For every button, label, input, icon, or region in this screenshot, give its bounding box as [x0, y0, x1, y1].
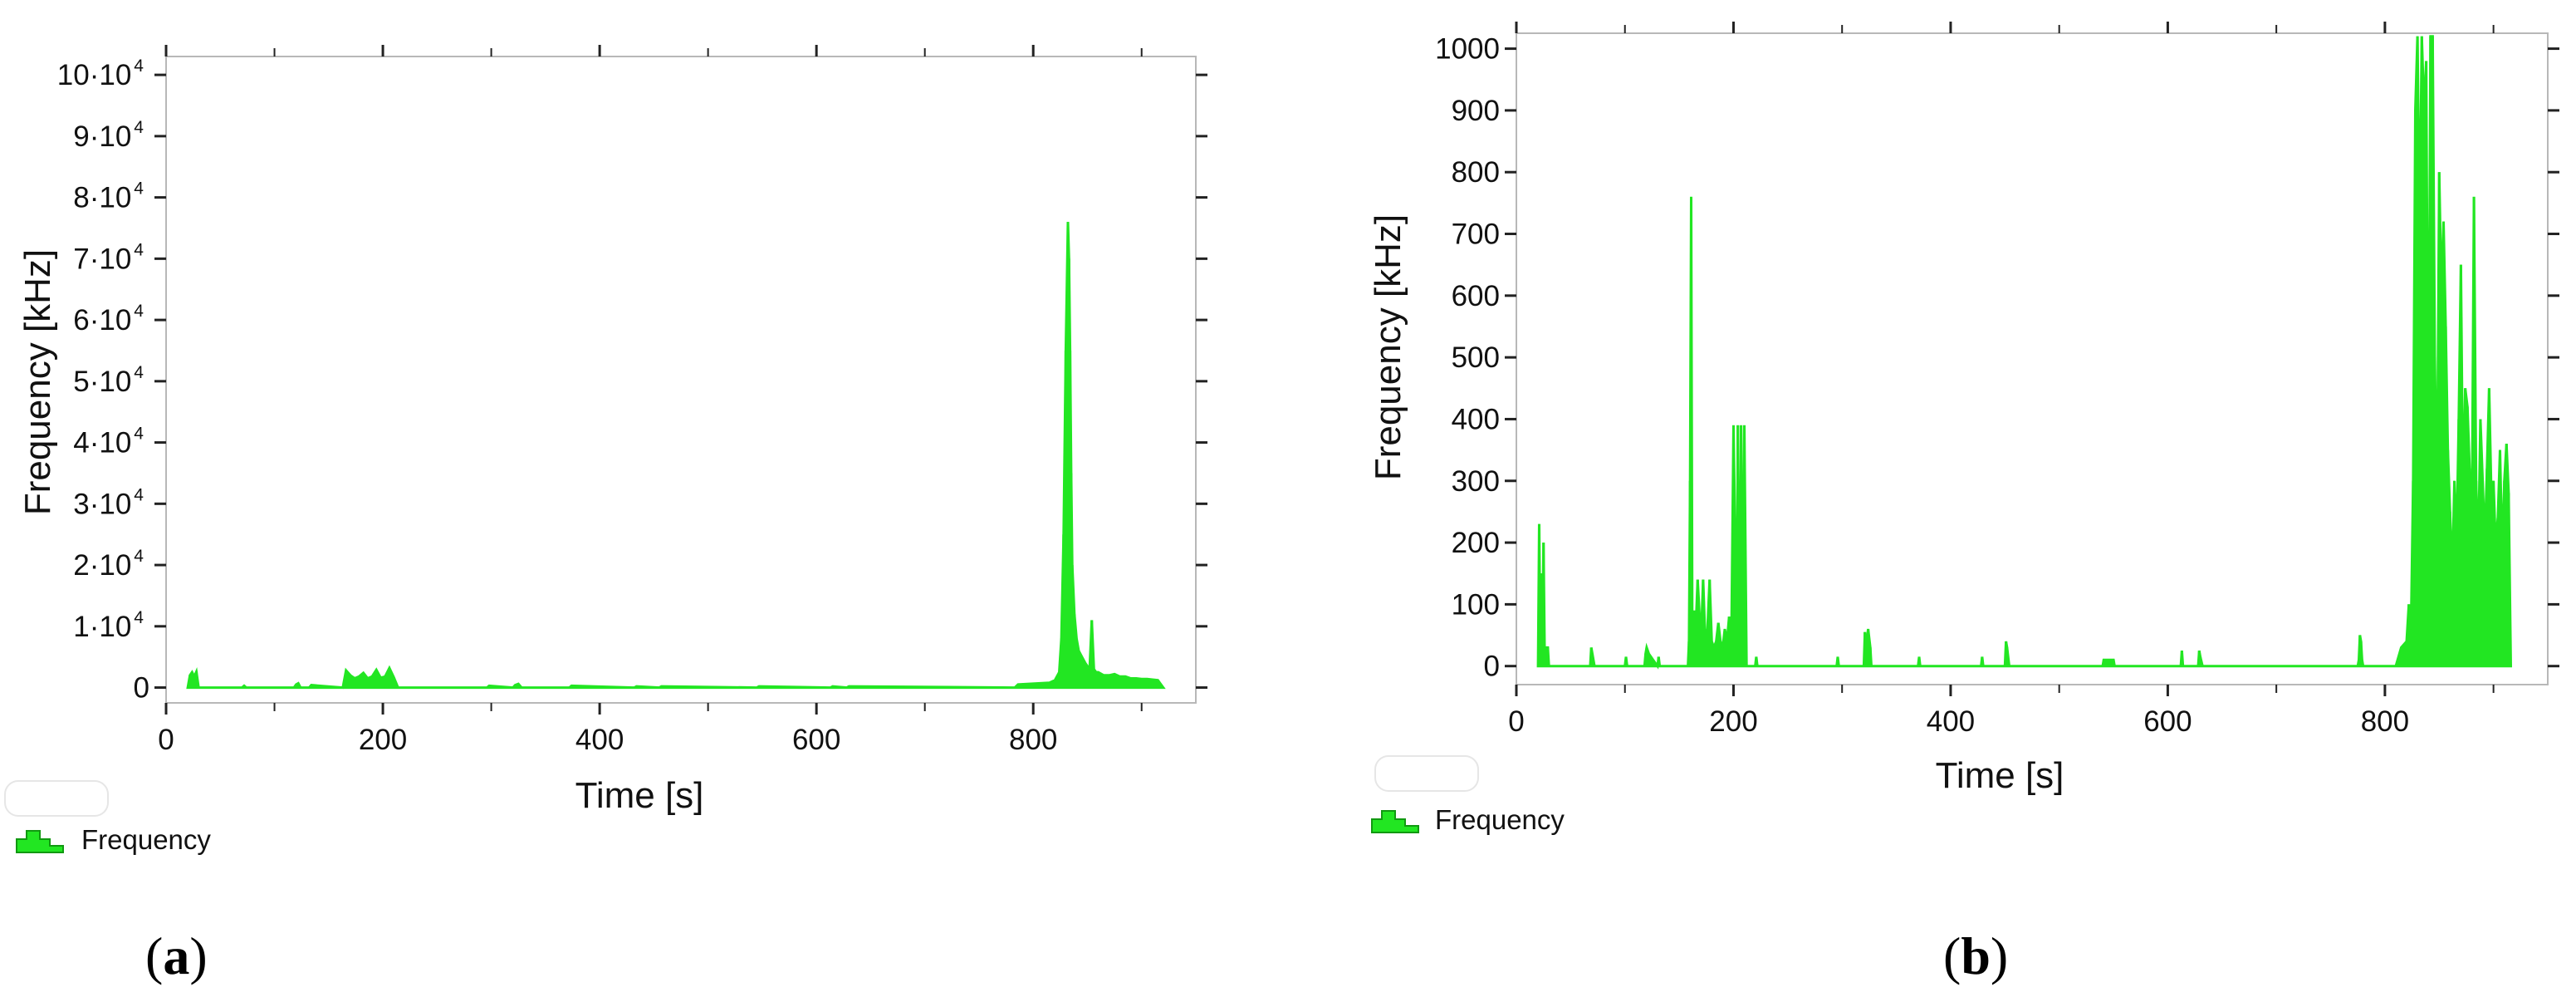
- panel-letter-b: b: [1961, 926, 1991, 985]
- y-axis-title: Frequency [kHz]: [17, 249, 58, 515]
- x-tick-label: 200: [1709, 705, 1757, 738]
- panel-label-b: (b): [1943, 926, 2008, 985]
- y-tick-label: 1000: [1435, 33, 1500, 66]
- panel-label-a: (a): [145, 926, 208, 985]
- x-axis-title: Time [s]: [575, 775, 704, 816]
- legend-b: Frequency: [1371, 804, 1565, 835]
- legend-label: Frequency: [81, 824, 211, 855]
- x-tick-label: 0: [1508, 705, 1524, 738]
- y-tick-label: 300: [1452, 465, 1500, 498]
- y-tick-label: 2·10 4: [73, 547, 149, 582]
- y-tick-label: 800: [1452, 156, 1500, 189]
- legend-swatch-icon: [16, 830, 64, 853]
- legend-swatch-icon: [1371, 810, 1419, 833]
- y-tick-label: 9·10 4: [73, 118, 149, 153]
- y-tick-label: 500: [1452, 341, 1500, 374]
- chart-b: 0 200 400 600 800 0 100 200 300 400 500 600 700 800 90…: [1368, 22, 2559, 796]
- legend-label: Frequency: [1435, 804, 1565, 835]
- x-tick-label: 400: [1927, 705, 1975, 738]
- chart-a: 0 200 400 600 800 0 1·10 4 2·10 4 3·10 4 4·10 4 5·…: [17, 45, 1207, 816]
- y-tick-label: 900: [1452, 95, 1500, 127]
- x-tick-label: 600: [792, 724, 840, 756]
- x-tick-label: 200: [359, 724, 407, 756]
- plot-frame: [1516, 32, 2549, 685]
- panel-letter-a: a: [163, 926, 189, 985]
- series-area: [1536, 35, 2513, 670]
- x-tick-label: 800: [1009, 724, 1057, 756]
- y-tick-label: 400: [1452, 403, 1500, 435]
- series-area: [186, 222, 1166, 690]
- y-tick-label: 200: [1452, 527, 1500, 559]
- x-axis-title: Time [s]: [1936, 755, 2064, 796]
- y-tick-label: 7·10 4: [73, 240, 149, 275]
- y-tick-label: 0: [1484, 651, 1500, 683]
- y-tick-label: 700: [1452, 219, 1500, 251]
- y-tick-label: 0: [134, 672, 149, 705]
- y-tick-label: 4·10 4: [73, 425, 149, 459]
- y-tick-label: 10·10 4: [57, 56, 149, 91]
- x-tick-label: 400: [575, 724, 624, 756]
- y-tick-label: 600: [1452, 280, 1500, 312]
- y-tick-label: 5·10 4: [73, 363, 149, 398]
- y-tick-label: 6·10 4: [73, 302, 149, 336]
- y-tick-label: 8·10 4: [73, 179, 149, 214]
- series-frequency: [186, 222, 1166, 690]
- y-tick-label: 1·10 4: [73, 608, 149, 643]
- legend-placeholder-box-b: [1374, 755, 1479, 792]
- legend-placeholder-box-a: [4, 780, 109, 817]
- x-tick-label: 600: [2143, 705, 2192, 738]
- y-tick-label: 100: [1452, 588, 1500, 621]
- legend-a: Frequency: [16, 824, 211, 855]
- x-tick-label: 800: [2361, 705, 2409, 738]
- y-axis-title: Frequency [kHz]: [1368, 214, 1408, 480]
- series-frequency: [1536, 35, 2513, 670]
- x-tick-label: 0: [158, 724, 174, 756]
- plot-frame: [165, 56, 1197, 704]
- y-tick-label: 3·10 4: [73, 485, 149, 520]
